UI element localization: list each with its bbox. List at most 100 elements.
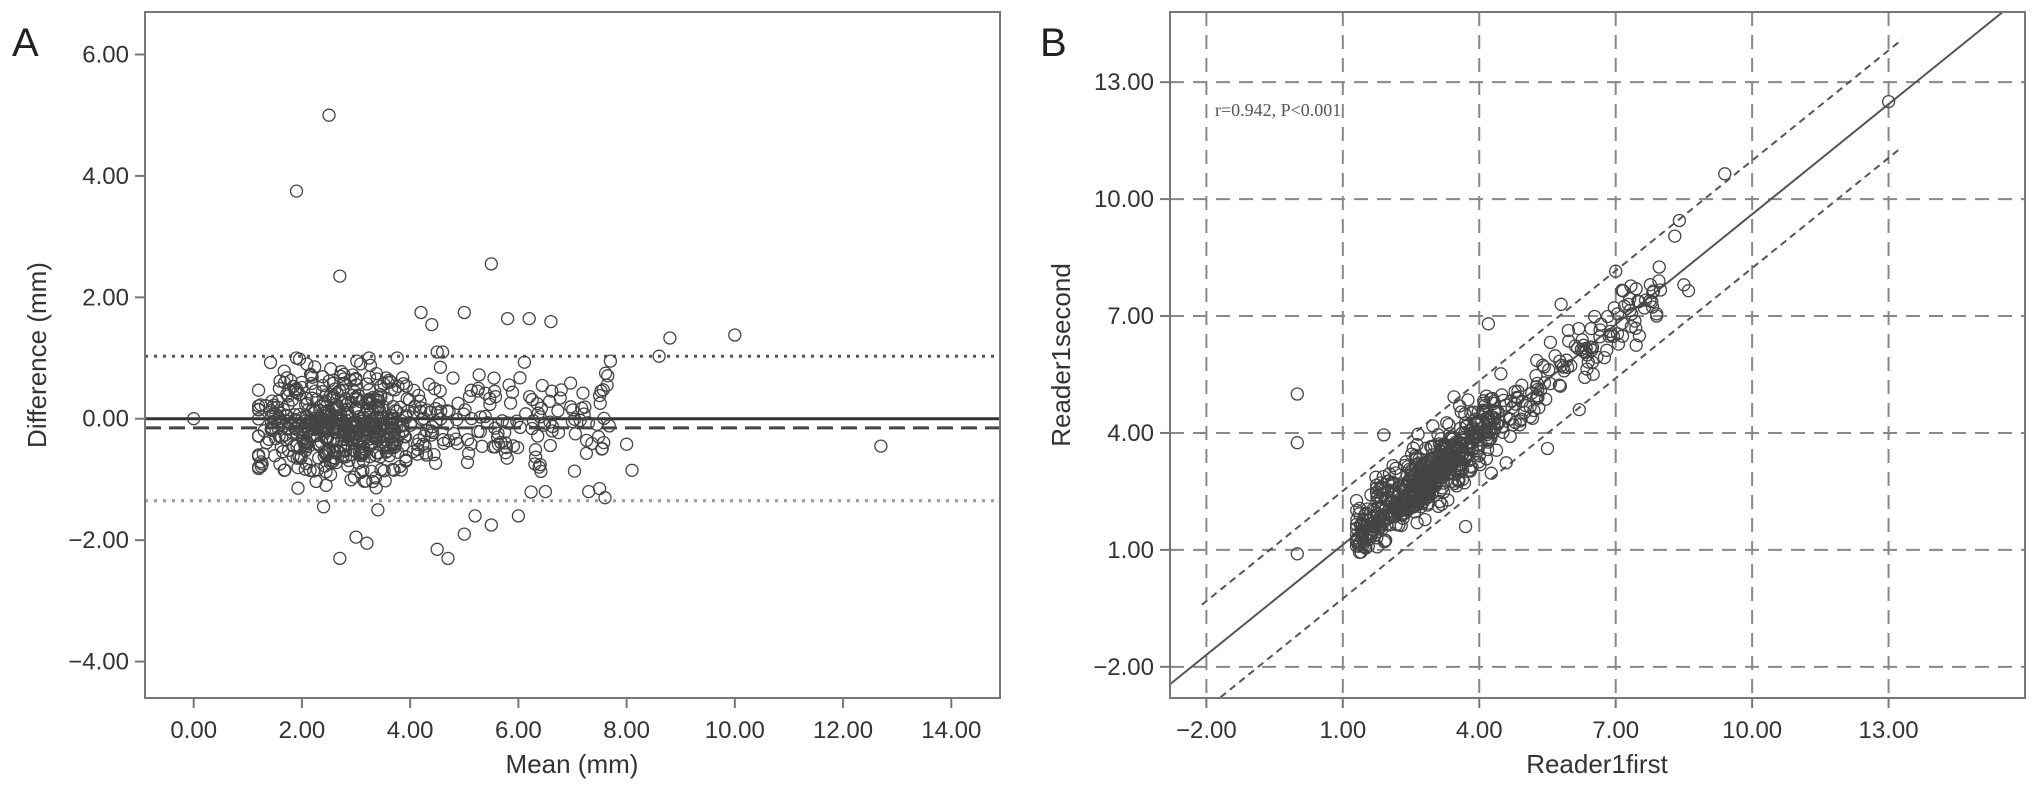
data-point — [532, 460, 546, 474]
data-point — [251, 399, 266, 413]
panel-b-grid — [1170, 12, 2025, 698]
panel-a-x-tick-label: 0.00 — [170, 717, 217, 744]
panel-b-y-tick-label: 10.00 — [1094, 186, 1154, 213]
data-point — [598, 491, 612, 505]
data-point — [538, 484, 553, 499]
panel-b-plot-frame — [1169, 11, 2026, 699]
data-point — [317, 449, 331, 464]
panel-a-x-axis-label: Mean (mm) — [506, 749, 639, 779]
data-point — [1432, 468, 1447, 482]
data-point — [187, 412, 201, 426]
data-point — [1290, 547, 1304, 561]
data-point — [1652, 274, 1666, 288]
data-point — [1462, 453, 1476, 468]
data-point — [1645, 300, 1660, 314]
data-point — [1377, 535, 1391, 549]
data-point — [292, 450, 306, 464]
panel-a-y-tick-label: −2.00 — [68, 527, 129, 554]
data-point — [1616, 284, 1630, 298]
data-point — [1407, 500, 1421, 514]
data-point — [390, 433, 404, 448]
data-point — [361, 423, 376, 437]
panel-a-x-ticks: 0.00 2.00 4.00 6.00 8.00 10.00 12.00 14.00 — [170, 698, 981, 744]
regression-line — [1170, 12, 2005, 686]
data-point — [347, 433, 361, 447]
data-point — [403, 416, 418, 430]
data-point — [517, 355, 532, 369]
data-point — [1624, 279, 1638, 293]
data-point — [1479, 407, 1493, 421]
data-point — [1420, 478, 1434, 493]
data-point — [357, 445, 372, 459]
data-point — [251, 383, 266, 397]
data-point — [1387, 476, 1401, 490]
data-point — [487, 371, 501, 385]
data-point — [1379, 533, 1393, 548]
data-point — [1477, 394, 1491, 408]
data-point — [360, 536, 374, 550]
data-point — [300, 409, 314, 424]
data-point — [407, 383, 421, 398]
data-point — [528, 443, 543, 457]
data-point — [271, 394, 285, 408]
data-point — [1442, 417, 1456, 432]
data-point — [603, 354, 618, 368]
data-point — [1672, 213, 1687, 228]
panel-a-x-tick-label: 4.00 — [387, 717, 434, 744]
data-point — [519, 407, 533, 421]
panel-b-x-tick-label: −2.00 — [1176, 717, 1237, 744]
data-point — [1410, 516, 1424, 530]
data-point — [1482, 433, 1497, 447]
data-point — [1607, 301, 1621, 315]
data-point — [1499, 456, 1513, 470]
data-point — [464, 383, 478, 397]
data-point — [349, 371, 363, 386]
data-point — [1489, 443, 1504, 457]
data-point — [316, 500, 331, 514]
data-point — [1426, 419, 1440, 433]
data-point — [378, 474, 392, 488]
data-point — [311, 414, 325, 428]
data-point — [399, 454, 413, 468]
data-point — [460, 455, 475, 470]
data-point — [362, 370, 377, 384]
data-point — [347, 385, 362, 399]
data-point — [1561, 323, 1576, 338]
data-point — [1371, 488, 1385, 502]
panel-b-fit-lines — [1170, 12, 2005, 698]
data-point — [308, 360, 322, 374]
data-point — [1537, 376, 1552, 390]
data-point — [505, 385, 520, 399]
data-point — [1352, 507, 1366, 521]
panel-a-y-tick-label: 0.00 — [82, 406, 129, 433]
data-point — [370, 389, 385, 404]
data-point — [503, 396, 518, 410]
panel-b-points — [1290, 94, 1896, 561]
panel-b-y-ticks: −2.00 1.00 4.00 7.00 10.00 13.00 — [1093, 69, 1170, 681]
data-point — [575, 401, 589, 415]
data-point — [373, 387, 388, 402]
data-point — [480, 416, 494, 430]
data-point — [1401, 474, 1415, 488]
data-point — [511, 509, 526, 523]
data-point — [1597, 350, 1612, 365]
data-point — [568, 427, 583, 441]
data-point — [483, 397, 497, 412]
data-point — [1374, 480, 1389, 494]
panel-a-y-axis-label: Difference (mm) — [22, 262, 52, 448]
data-point — [292, 416, 307, 431]
data-point — [1455, 433, 1470, 447]
data-point — [1431, 499, 1446, 514]
data-point — [337, 367, 351, 382]
data-point — [449, 432, 463, 446]
data-point — [498, 446, 513, 460]
data-point — [291, 460, 305, 475]
data-point — [1552, 378, 1567, 392]
panel-a-y-tick-label: 2.00 — [82, 284, 129, 311]
data-point — [478, 386, 492, 400]
data-point — [874, 439, 888, 453]
data-point — [425, 425, 440, 440]
data-point — [563, 376, 578, 390]
data-point — [1429, 475, 1444, 489]
data-point — [462, 389, 477, 404]
